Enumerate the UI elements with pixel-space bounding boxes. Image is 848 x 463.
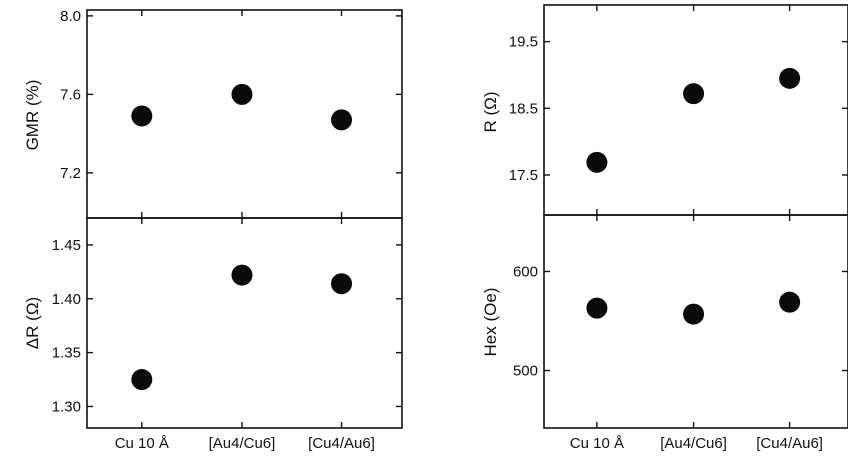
y-axis-label: GMR (%) [23, 80, 42, 151]
data-point [586, 297, 608, 319]
y-axis-label: ΔR (Ω) [23, 297, 42, 349]
data-point [231, 264, 253, 286]
data-point [779, 67, 801, 89]
y-tick-label: 7.6 [60, 86, 81, 103]
data-point [683, 303, 705, 325]
data-point [331, 109, 353, 131]
y-axis-label: Hex (Oe) [481, 288, 500, 357]
data-point [586, 151, 608, 173]
data-point [683, 83, 705, 105]
category-label: [Cu4/Au6] [756, 435, 823, 452]
panel-r: 17.5 18.5 19.5 R (Ω) [481, 4, 848, 216]
category-label: [Au4/Cu6] [660, 435, 727, 452]
plot-frame [543, 4, 848, 216]
data-point [131, 105, 153, 127]
y-tick-label: 18.5 [509, 100, 538, 117]
y-tick-label: 600 [513, 263, 538, 280]
y-tick-label: 500 [513, 363, 538, 380]
panel-gmr: 7.2 7.6 8.0 GMR (%) [23, 8, 403, 219]
y-tick-label: 8.0 [60, 8, 81, 25]
y-axis-label: R (Ω) [481, 91, 500, 132]
data-point [131, 369, 153, 391]
data-point [231, 83, 253, 105]
data-point [331, 273, 353, 295]
panel-delta-r: 1.30 1.35 1.40 1.45 ΔR (Ω) Cu 10 Å [Au4/Cu6] [C… [23, 217, 403, 452]
category-label: Cu 10 Å [115, 435, 169, 452]
y-tick-label: 19.5 [509, 34, 538, 51]
y-tick-label: 7.2 [60, 165, 81, 182]
y-tick-label: 1.35 [52, 345, 81, 362]
category-label: [Au4/Cu6] [209, 435, 276, 452]
panel-hex: 500 600 Hex (Oe) Cu 10 Å [Au4/Cu6] [Cu4/Au6] [481, 214, 848, 452]
category-label: Cu 10 Å [570, 435, 624, 452]
y-tick-label: 1.45 [52, 237, 81, 254]
y-tick-label: 17.5 [509, 167, 538, 184]
category-label: [Cu4/Au6] [308, 435, 375, 452]
plot-frame [543, 214, 848, 429]
y-tick-label: 1.40 [52, 291, 81, 308]
y-tick-label: 1.30 [52, 398, 81, 415]
data-point [779, 291, 801, 313]
plot-frame [86, 217, 403, 429]
